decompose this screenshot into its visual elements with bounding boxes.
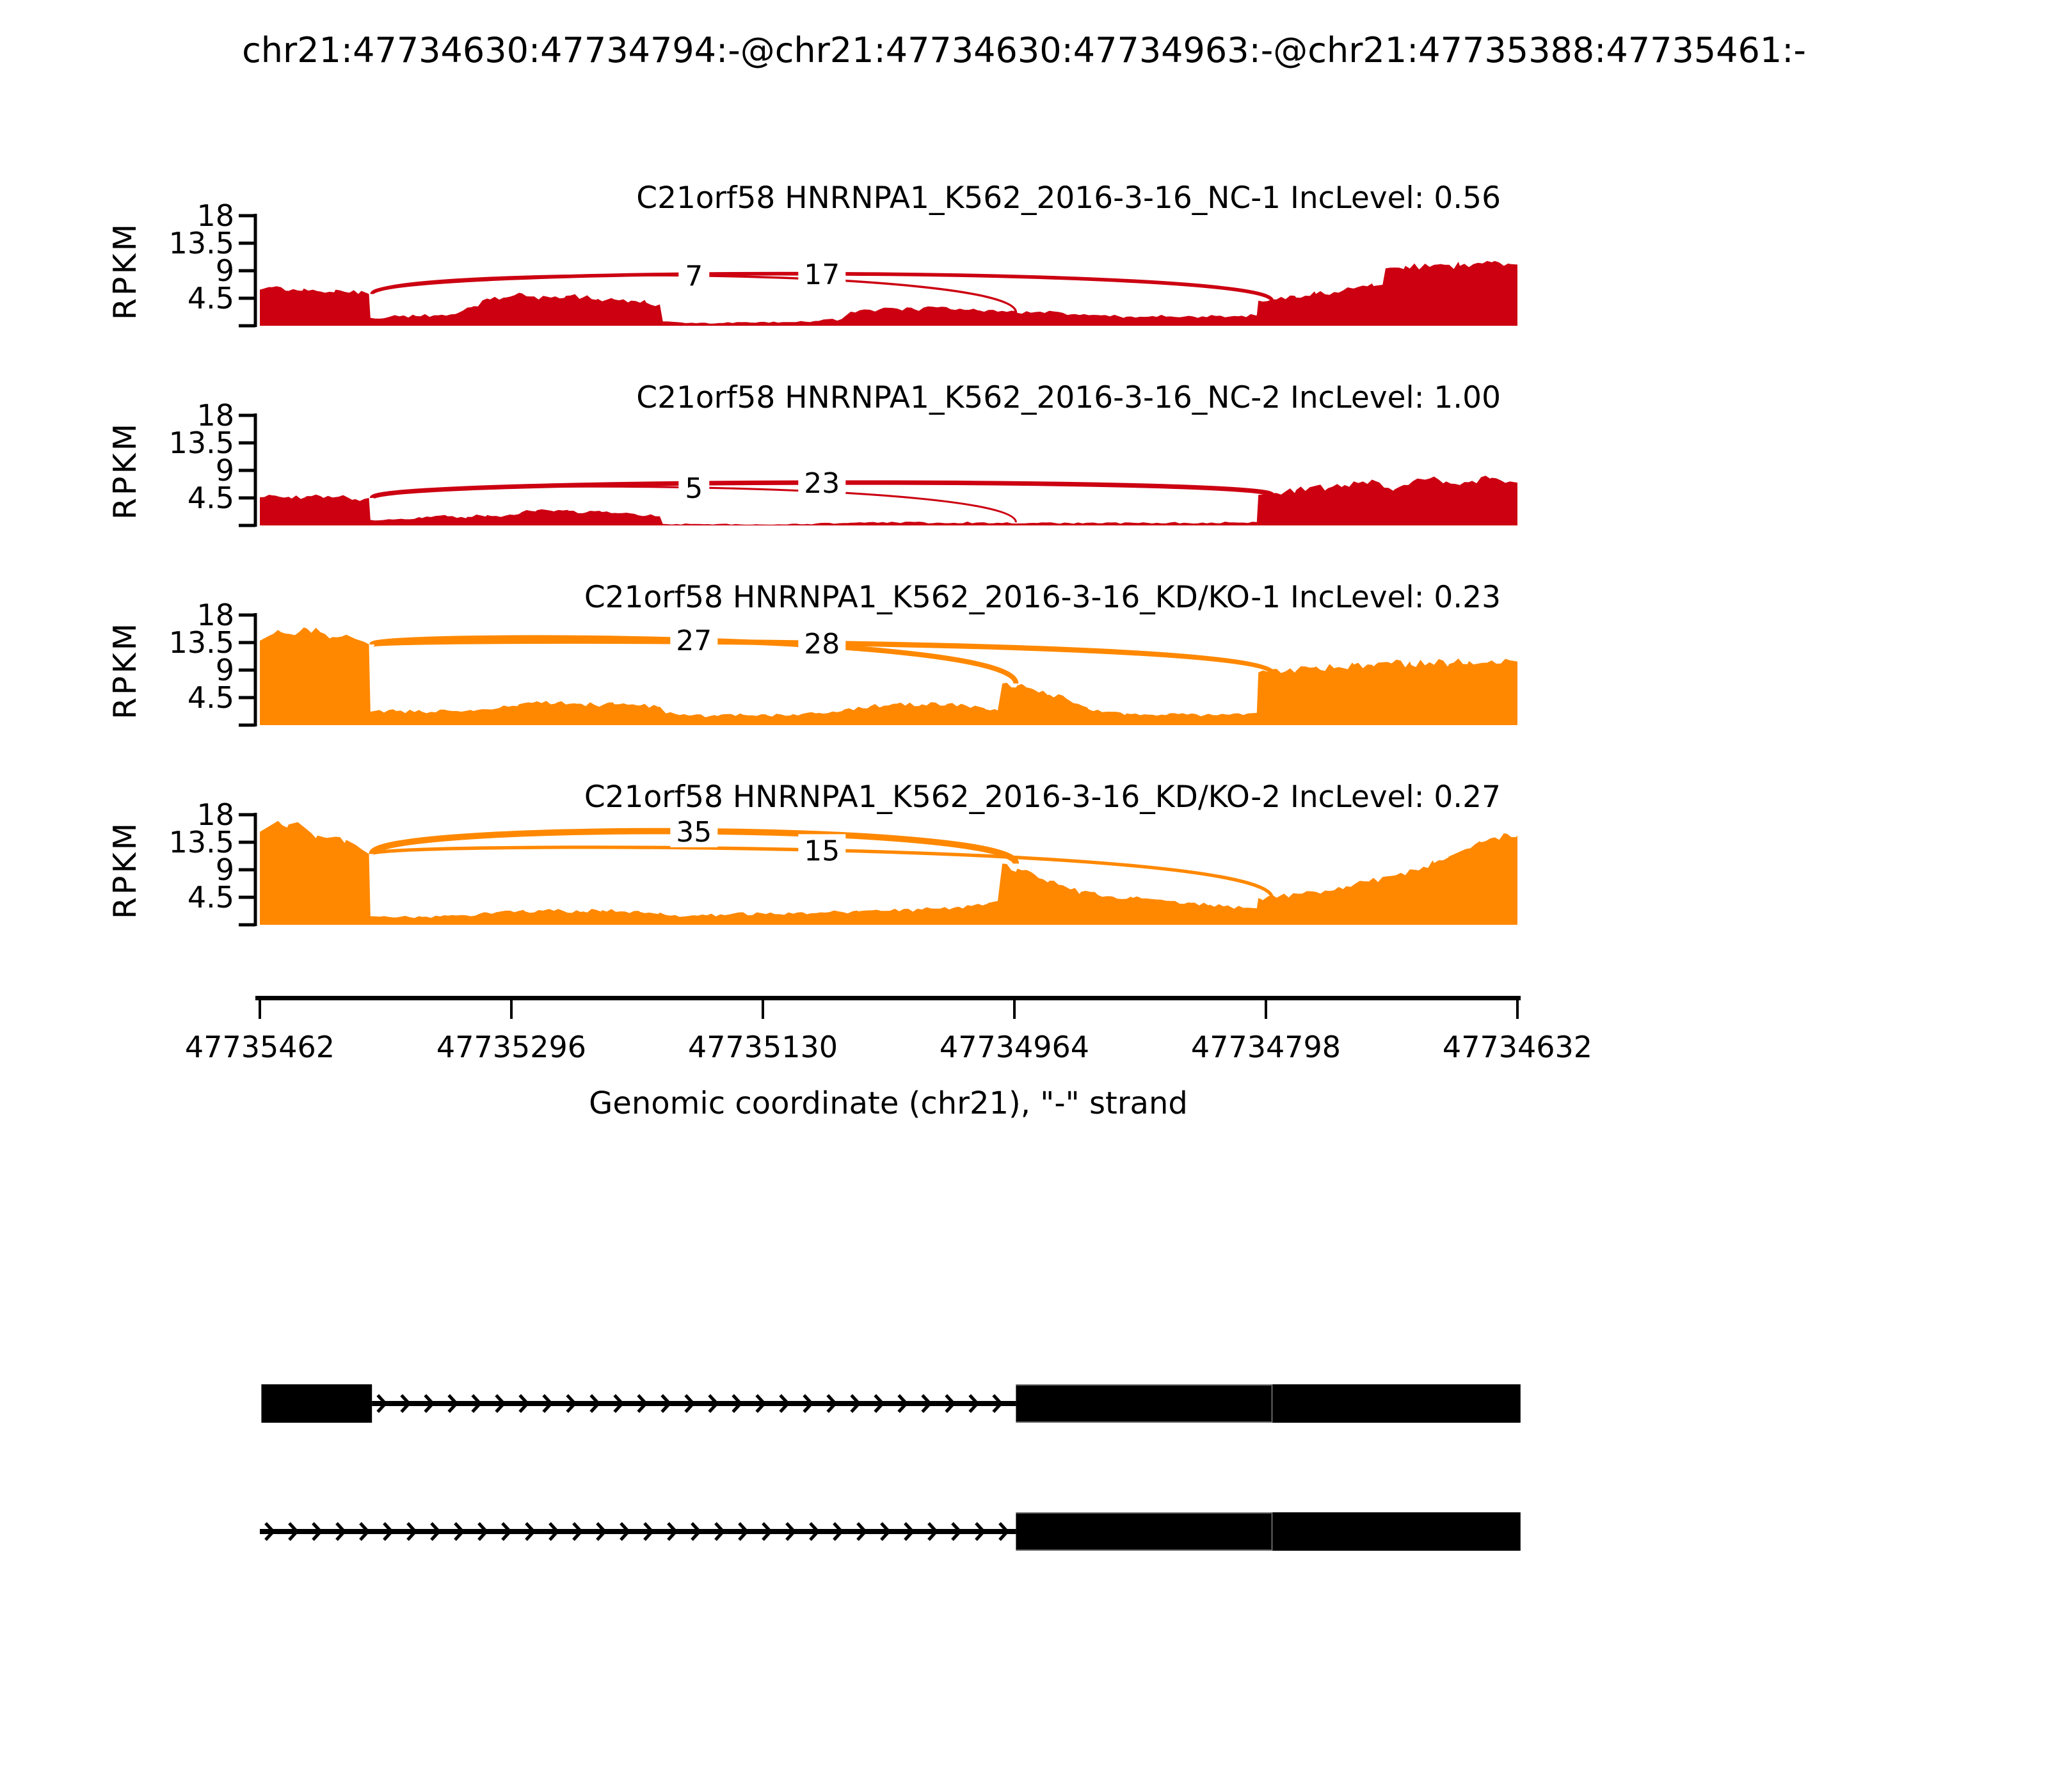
y-axis-tick-label: 13.5 [169, 625, 234, 660]
coverage-area [260, 260, 1517, 326]
x-axis-title: Genomic coordinate (chr21), "-" strand [589, 1085, 1188, 1121]
isoform-track [260, 1512, 1521, 1551]
y-axis-tick-label: 18 [196, 398, 234, 433]
track-title: C21orf58 HNRNPA1_K562_2016-3-16_KD/KO-2 … [584, 780, 1501, 815]
y-axis-tick-label: 9 [216, 852, 234, 887]
isoform-exon [1016, 1384, 1521, 1423]
track-title: C21orf58 HNRNPA1_K562_2016-3-16_NC-2 Inc… [636, 380, 1501, 415]
isoform-track [261, 1384, 1521, 1423]
junction-count-label: 7 [685, 260, 703, 293]
isoform-exon [1016, 1512, 1521, 1551]
junction-count-bg [670, 815, 718, 847]
x-axis-tick-label: 47735130 [688, 1030, 838, 1064]
y-axis-tick-label: 4.5 [188, 281, 234, 316]
junction-count-label: 28 [804, 628, 840, 660]
strand-direction-chevrons [376, 1394, 1004, 1413]
coverage-area [260, 820, 1517, 925]
y-axis-tick-label: 9 [216, 653, 234, 687]
isoform-exon [261, 1384, 372, 1423]
y-axis-tick-label: 18 [196, 598, 234, 632]
track-title: C21orf58 HNRNPA1_K562_2016-3-16_KD/KO-1 … [584, 580, 1501, 615]
y-axis-label: RPKM [107, 820, 143, 919]
y-axis-tick-label: 4.5 [188, 880, 234, 915]
y-axis-tick-label: 13.5 [169, 825, 234, 860]
coverage-track: C21orf58 HNRNPA1_K562_2016-3-16_NC-2 Inc… [107, 380, 1517, 527]
junction-count-bg [798, 257, 846, 290]
x-axis-tick-label: 47734964 [940, 1030, 1089, 1064]
strand-direction-chevrons [264, 1522, 1010, 1541]
y-axis-label: RPKM [107, 221, 143, 320]
coverage-area [260, 476, 1517, 525]
junction-count-label: 23 [804, 467, 840, 500]
chart-root: C21orf58 HNRNPA1_K562_2016-3-16_NC-1 Inc… [107, 180, 1592, 1551]
y-axis-label: RPKM [107, 621, 143, 719]
y-axis-label: RPKM [107, 421, 143, 520]
x-axis: 47735462 47735296 47735130 47734964 47734798… [185, 996, 1592, 1064]
junction-count-label: 27 [676, 625, 712, 657]
x-axis-tick-label: 47734798 [1191, 1030, 1341, 1064]
x-axis-tick-label: 47735462 [185, 1030, 335, 1064]
y-axis-tick-label: 13.5 [169, 426, 234, 460]
junction-count-bg [670, 624, 718, 657]
junction-count-bg [678, 259, 710, 292]
coverage-track: C21orf58 HNRNPA1_K562_2016-3-16_KD/KO-1 … [107, 580, 1517, 727]
junction-count-bg [798, 834, 846, 867]
junction-count-label: 5 [685, 472, 703, 505]
coverage-area [260, 627, 1517, 725]
track-title: C21orf58 HNRNPA1_K562_2016-3-16_NC-1 Inc… [636, 180, 1501, 216]
y-axis-tick-label: 4.5 [188, 680, 234, 715]
x-axis-tick-label: 47734632 [1443, 1030, 1592, 1064]
y-axis-tick-label: 9 [216, 253, 234, 288]
junction-count-bg [798, 467, 846, 499]
x-axis-tick-label: 47735296 [436, 1030, 586, 1064]
coverage-track: C21orf58 HNRNPA1_K562_2016-3-16_KD/KO-2 … [107, 780, 1517, 927]
y-axis-tick-label: 18 [196, 198, 234, 233]
junction-count-label: 15 [804, 835, 840, 867]
junction-count-bg [678, 471, 710, 504]
y-axis-tick-label: 4.5 [188, 481, 234, 515]
figure-title: chr21:47734630:47734794:-@chr21:47734630… [242, 30, 1806, 70]
y-axis-tick-label: 9 [216, 453, 234, 488]
junction-count-label: 35 [676, 816, 712, 849]
y-axis-tick-label: 18 [196, 797, 234, 832]
y-axis-tick-label: 13.5 [169, 226, 234, 260]
x-axis-line [255, 996, 1521, 1000]
junction-count-label: 17 [804, 259, 840, 291]
coverage-track: C21orf58 HNRNPA1_K562_2016-3-16_NC-1 Inc… [107, 180, 1517, 328]
junction-count-bg [798, 627, 846, 659]
